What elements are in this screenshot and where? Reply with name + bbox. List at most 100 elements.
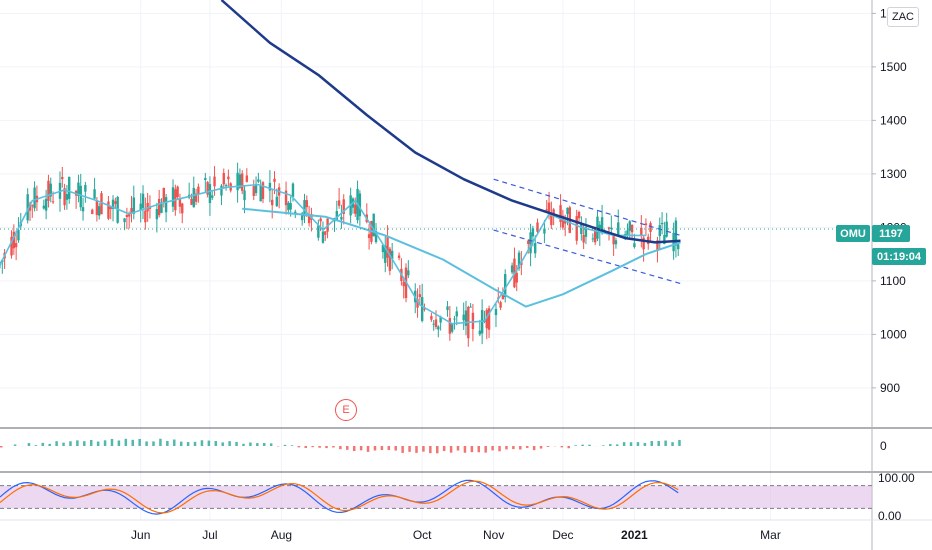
candle-body: [178, 199, 182, 207]
histogram-bar: [173, 439, 176, 446]
price-badge-text: 1197: [879, 228, 903, 240]
candle-body: [455, 311, 458, 317]
histogram-bar: [657, 441, 660, 446]
candle-body: [663, 235, 666, 245]
histogram-pane[interactable]: 0: [0, 438, 887, 454]
histogram-bar: [484, 446, 487, 453]
candle-body: [211, 195, 214, 198]
histogram-zero-label: 0: [880, 439, 887, 453]
histogram-bar: [179, 441, 183, 446]
histogram-bar: [214, 441, 218, 446]
candle-body: [543, 228, 546, 234]
candle-body: [241, 173, 244, 191]
candle-body: [593, 226, 597, 243]
candle-body: [559, 205, 562, 222]
last-price-badge: OMU 1197 01:19:04: [836, 225, 926, 265]
candle-body: [148, 207, 152, 209]
candle-body: [533, 243, 537, 254]
candle-body: [144, 210, 147, 223]
candle-body: [390, 250, 394, 259]
time-axis[interactable]: Jun Jul Aug Oct Nov Dec 2021 Mar: [131, 528, 781, 542]
histogram-bar: [186, 442, 190, 446]
channel-upper: [493, 178, 681, 236]
candle-body: [91, 209, 94, 214]
candle-body: [434, 319, 438, 327]
earnings-marker[interactable]: E: [335, 399, 357, 421]
histogram-bar: [394, 446, 397, 451]
histogram-bar: [525, 446, 529, 448]
histogram-bar: [429, 446, 432, 454]
candle-body: [367, 234, 371, 239]
histogram-bar: [650, 441, 654, 446]
candle-body: [31, 205, 34, 207]
histogram-bar: [622, 442, 626, 446]
histogram-bar: [124, 438, 128, 446]
candle-body: [591, 238, 595, 240]
candle-body: [63, 188, 66, 206]
price-pane[interactable]: [0, 162, 680, 347]
candle-body: [527, 240, 530, 244]
candle-body: [284, 190, 288, 206]
candle-body: [317, 225, 320, 238]
candle-body: [584, 227, 588, 237]
candle-body: [275, 196, 279, 207]
candle-body: [61, 176, 64, 180]
candle-body: [494, 308, 498, 316]
symbol-badge: [836, 225, 870, 242]
candle-body: [402, 281, 405, 287]
candle-body: [95, 200, 99, 216]
candle-body: [388, 248, 392, 271]
oscillator-pane[interactable]: 100.00 0.00: [0, 471, 915, 523]
x-tick-label: Dec: [552, 528, 573, 542]
candle-body: [252, 186, 255, 196]
candle-body: [550, 212, 553, 226]
candle-body: [84, 184, 87, 192]
channel-lines: [493, 178, 681, 285]
candle-body: [97, 206, 101, 216]
candle-body: [213, 176, 216, 187]
candle-body: [164, 197, 168, 213]
candle-body: [386, 237, 389, 258]
candle-body: [649, 223, 652, 232]
candle-body: [51, 201, 55, 203]
candle-body: [194, 193, 198, 202]
price-axis[interactable]: 9001000110012001300140015001600: [872, 6, 907, 395]
histogram-bar: [491, 446, 494, 451]
candle-body: [644, 223, 648, 226]
candle-body: [501, 295, 505, 300]
histogram-bar: [387, 446, 391, 451]
candle-body: [12, 231, 16, 249]
candle-body: [478, 330, 482, 335]
candle-body: [640, 227, 643, 236]
candle-body: [10, 236, 13, 256]
x-tick-label: 2021: [621, 528, 648, 542]
candle-body: [630, 224, 634, 233]
candle-body: [254, 184, 258, 194]
candle-body: [171, 187, 175, 207]
candle-body: [220, 185, 223, 196]
candle-body: [552, 209, 555, 215]
candle-body: [416, 299, 419, 308]
histogram-bar: [505, 446, 508, 450]
countdown-badge-text: 01:19:04: [877, 251, 922, 263]
candle-body: [261, 182, 265, 199]
histogram-bar: [41, 442, 45, 446]
histogram-bar: [463, 446, 467, 453]
histogram-bar: [83, 441, 86, 446]
histogram-bar: [159, 438, 162, 446]
currency-badge[interactable]: ZAC: [887, 7, 919, 27]
candle-body: [236, 172, 239, 191]
candle-body: [77, 182, 80, 196]
candle-body: [224, 185, 228, 187]
oscillator-tick-label: 100.00: [878, 471, 915, 485]
candle-body: [132, 197, 135, 214]
candle-body: [607, 227, 611, 229]
histogram-bar: [235, 441, 238, 446]
candle-body: [529, 232, 532, 254]
candle-body: [303, 200, 306, 217]
histogram-bar: [346, 446, 349, 450]
histogram-bar: [339, 446, 342, 450]
candle-body: [245, 175, 249, 182]
candle-body: [536, 222, 539, 232]
